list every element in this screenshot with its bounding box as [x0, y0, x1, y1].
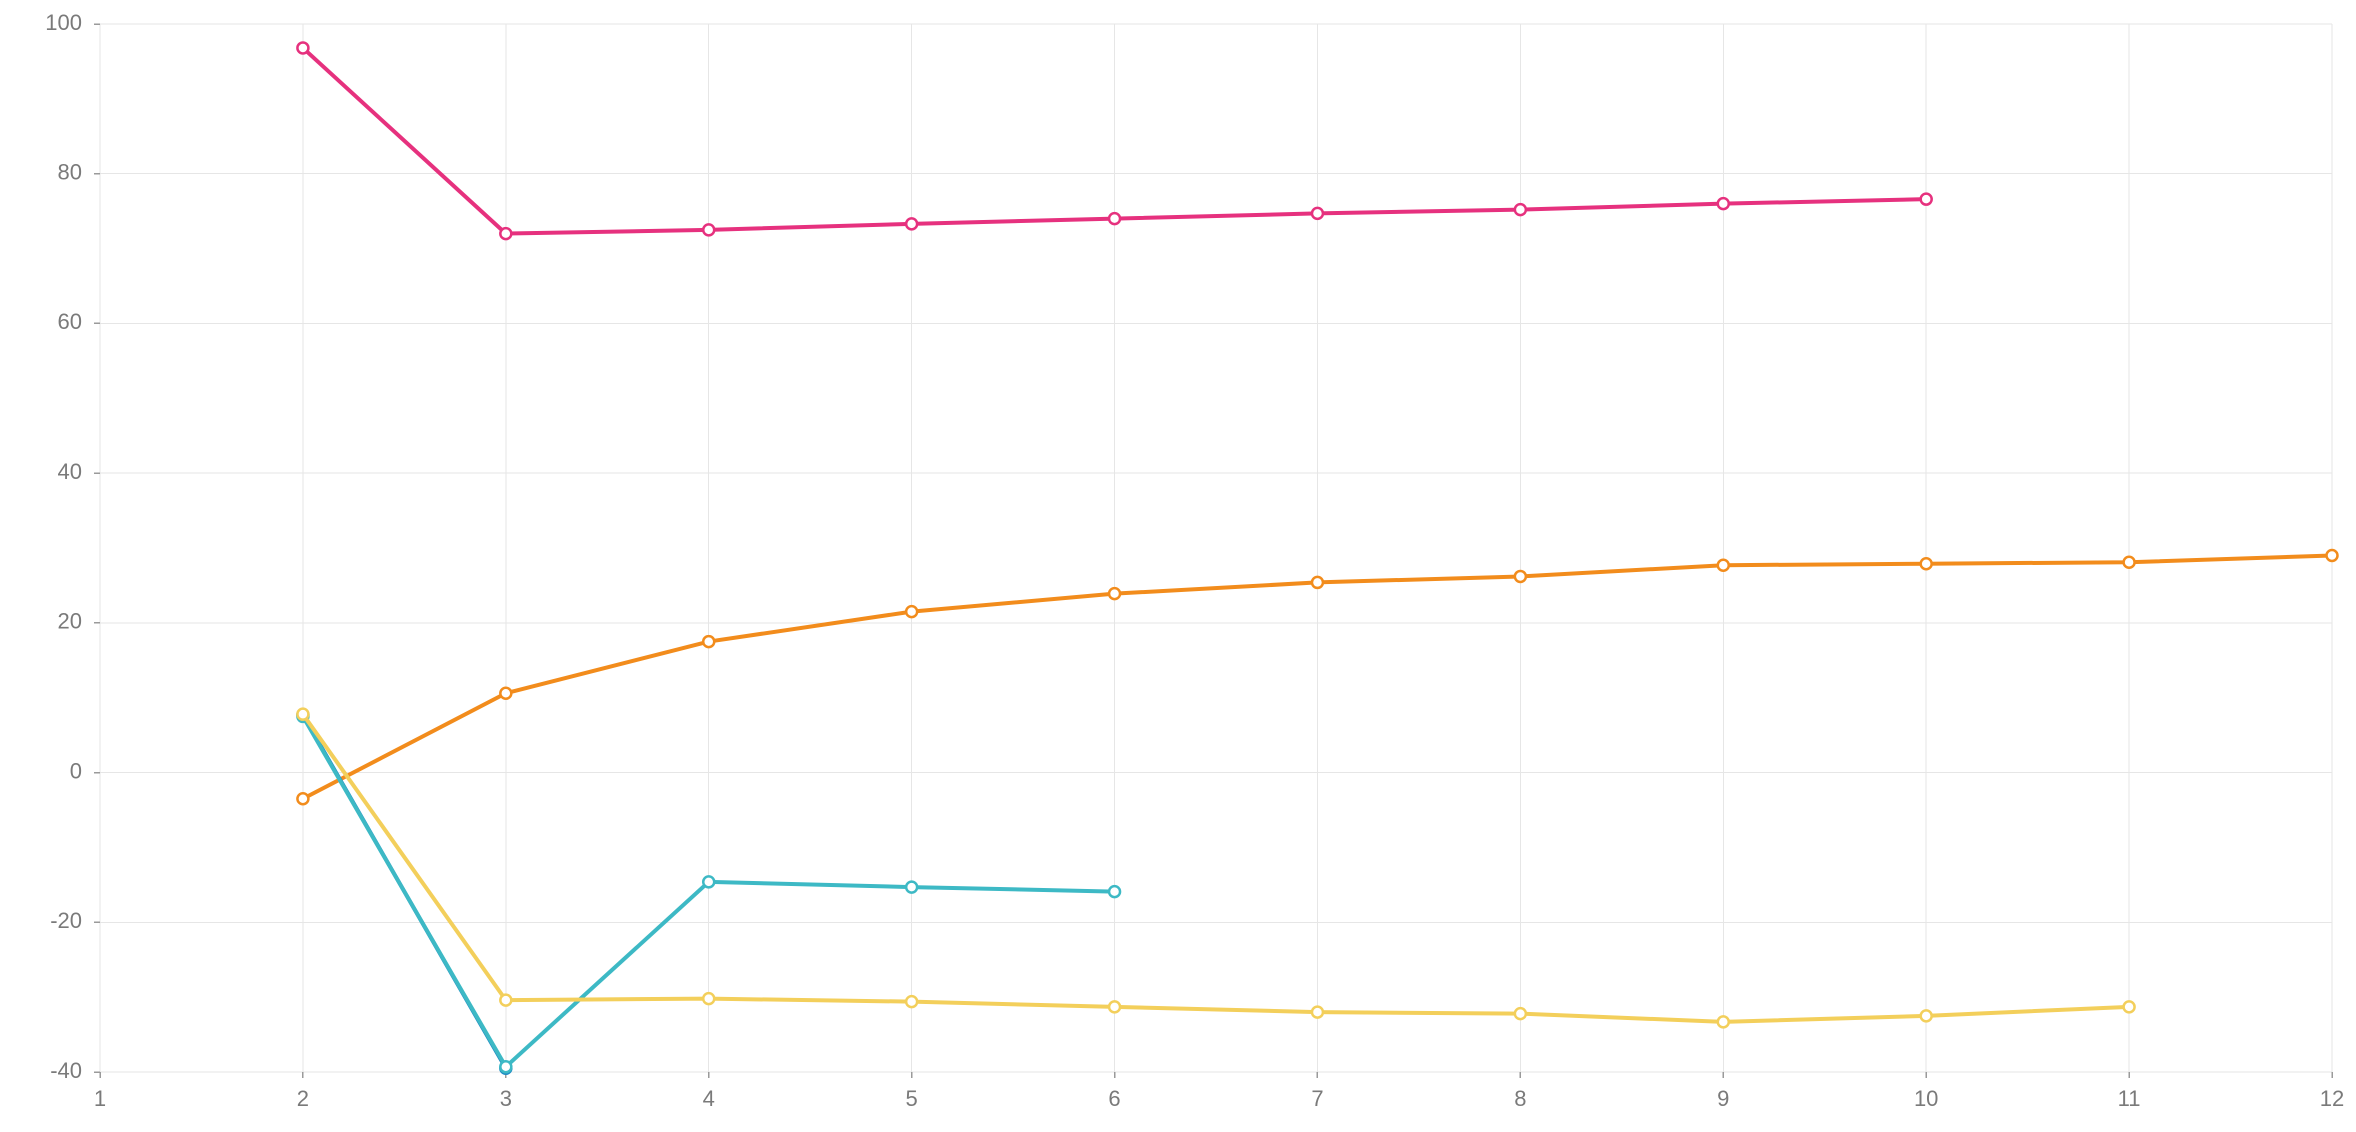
series-yellow-marker — [703, 993, 714, 1004]
series-orange-marker — [2124, 557, 2135, 568]
series-orange-marker — [1921, 558, 1932, 569]
series-pink-marker — [500, 228, 511, 239]
series-orange-marker — [1312, 577, 1323, 588]
series-pink-marker — [1312, 208, 1323, 219]
x-tick-label: 3 — [500, 1086, 512, 1111]
series-yellow-marker — [1718, 1016, 1729, 1027]
series-orange-marker — [2327, 550, 2338, 561]
series-orange-marker — [1109, 588, 1120, 599]
x-tick-label: 12 — [2320, 1086, 2344, 1111]
series-pink-marker — [1921, 194, 1932, 205]
series-yellow-marker — [1312, 1007, 1323, 1018]
x-tick-label: 11 — [2118, 1086, 2141, 1111]
series-pink-marker — [1718, 198, 1729, 209]
x-tick-label: 5 — [906, 1086, 918, 1111]
y-tick-label: -40 — [50, 1058, 82, 1083]
x-tick-label: 1 — [94, 1086, 106, 1111]
y-tick-label: 0 — [70, 758, 82, 783]
chart-background — [0, 0, 2356, 1132]
series-orange-marker — [1718, 560, 1729, 571]
series-teal-marker — [906, 882, 917, 893]
x-tick-label: 9 — [1717, 1086, 1729, 1111]
series-pink-marker — [703, 224, 714, 235]
x-tick-label: 7 — [1311, 1086, 1323, 1111]
series-orange-marker — [297, 793, 308, 804]
y-tick-label: 20 — [58, 609, 82, 634]
series-teal-marker — [1109, 886, 1120, 897]
y-tick-label: 40 — [58, 459, 82, 484]
series-pink-marker — [1109, 213, 1120, 224]
series-pink-marker — [297, 42, 308, 53]
y-tick-label: 100 — [45, 10, 82, 35]
x-tick-label: 2 — [297, 1086, 309, 1111]
series-orange-marker — [500, 688, 511, 699]
x-tick-label: 8 — [1514, 1086, 1526, 1111]
x-tick-label: 4 — [703, 1086, 715, 1111]
series-yellow-marker — [500, 995, 511, 1006]
series-orange-marker — [906, 606, 917, 617]
series-orange-marker — [703, 636, 714, 647]
series-pink-marker — [906, 218, 917, 229]
line-chart: -40-20020406080100123456789101112 — [0, 0, 2356, 1132]
chart-canvas: -40-20020406080100123456789101112 — [0, 0, 2356, 1132]
series-pink-marker — [1515, 204, 1526, 215]
y-tick-label: -20 — [50, 908, 82, 933]
series-orange-marker — [1515, 571, 1526, 582]
series-yellow-marker — [906, 996, 917, 1007]
x-tick-label: 6 — [1108, 1086, 1120, 1111]
series-yellow-marker — [1515, 1008, 1526, 1019]
series-yellow-marker — [297, 709, 308, 720]
series-teal-marker — [500, 1061, 511, 1072]
series-yellow-marker — [2124, 1001, 2135, 1012]
series-yellow-marker — [1921, 1010, 1932, 1021]
y-tick-label: 80 — [58, 160, 82, 185]
x-tick-label: 10 — [1914, 1086, 1938, 1111]
series-yellow-marker — [1109, 1001, 1120, 1012]
y-tick-label: 60 — [58, 309, 82, 334]
series-teal-marker — [703, 876, 714, 887]
